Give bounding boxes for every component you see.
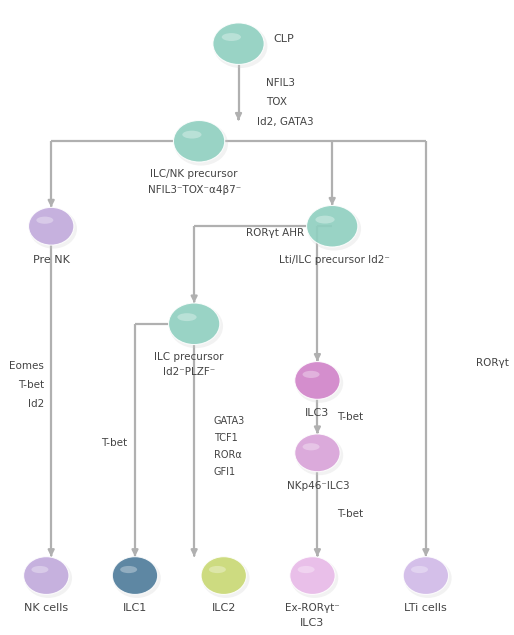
Text: NFIL3⁻TOX⁻α4β7⁻: NFIL3⁻TOX⁻α4β7⁻ [148,185,241,196]
Ellipse shape [296,436,343,475]
Ellipse shape [403,557,449,594]
Text: Id2⁻PLZF⁻: Id2⁻PLZF⁻ [163,366,215,377]
Ellipse shape [201,557,246,594]
Ellipse shape [213,23,264,65]
Text: Eomes: Eomes [9,361,44,371]
Text: LTi cells: LTi cells [405,603,447,613]
Ellipse shape [214,24,267,68]
Ellipse shape [298,566,315,573]
Ellipse shape [303,443,320,450]
Text: RORα: RORα [214,450,242,460]
Text: ILC/NK precursor: ILC/NK precursor [151,169,238,179]
Text: Id2, GATA3: Id2, GATA3 [257,117,314,128]
Ellipse shape [182,131,201,138]
Ellipse shape [316,216,335,224]
Ellipse shape [113,557,158,594]
Ellipse shape [411,566,428,573]
Text: ILC3: ILC3 [305,408,329,418]
Text: ILC2: ILC2 [212,603,236,613]
Text: ILC precursor: ILC precursor [155,352,224,361]
Ellipse shape [209,566,226,573]
Ellipse shape [31,566,48,573]
Text: ILC3: ILC3 [300,618,325,629]
Text: T-bet: T-bet [101,438,127,448]
Ellipse shape [202,558,249,598]
Text: GATA3: GATA3 [214,417,245,426]
Text: GFI1: GFI1 [214,467,236,478]
Ellipse shape [295,434,340,472]
Text: TCF1: TCF1 [214,433,237,443]
Ellipse shape [290,557,335,594]
Text: NKp46⁻ILC3: NKp46⁻ILC3 [287,481,349,491]
Ellipse shape [120,566,137,573]
Text: RORγt: RORγt [476,358,509,368]
Ellipse shape [177,313,196,321]
Text: ILC1: ILC1 [123,603,147,613]
Text: Pre NK: Pre NK [33,255,69,265]
Text: TOX: TOX [266,97,287,107]
Ellipse shape [295,361,340,399]
Text: Ex-RORγt⁻: Ex-RORγt⁻ [285,603,340,613]
Text: NFIL3: NFIL3 [266,78,295,88]
Ellipse shape [113,558,161,598]
Ellipse shape [404,558,452,598]
Ellipse shape [307,207,361,251]
Text: CLP: CLP [273,34,294,44]
Ellipse shape [36,217,53,224]
Ellipse shape [24,557,69,594]
Ellipse shape [29,209,77,248]
Text: Lti/ILC precursor Id2⁻: Lti/ILC precursor Id2⁻ [279,255,390,265]
Text: NK cells: NK cells [24,603,68,613]
Text: T-bet: T-bet [337,411,363,422]
Text: T-bet: T-bet [17,380,44,390]
Ellipse shape [306,206,358,247]
Ellipse shape [28,208,74,245]
Ellipse shape [25,558,72,598]
Ellipse shape [174,122,228,166]
Text: T-bet: T-bet [337,509,363,519]
Ellipse shape [290,558,338,598]
Ellipse shape [296,363,343,403]
Ellipse shape [222,33,241,41]
Text: RORγt AHR: RORγt AHR [246,227,305,237]
Ellipse shape [169,303,220,345]
Ellipse shape [169,305,223,348]
Text: Id2: Id2 [28,399,44,409]
Ellipse shape [173,121,225,162]
Ellipse shape [303,371,320,378]
